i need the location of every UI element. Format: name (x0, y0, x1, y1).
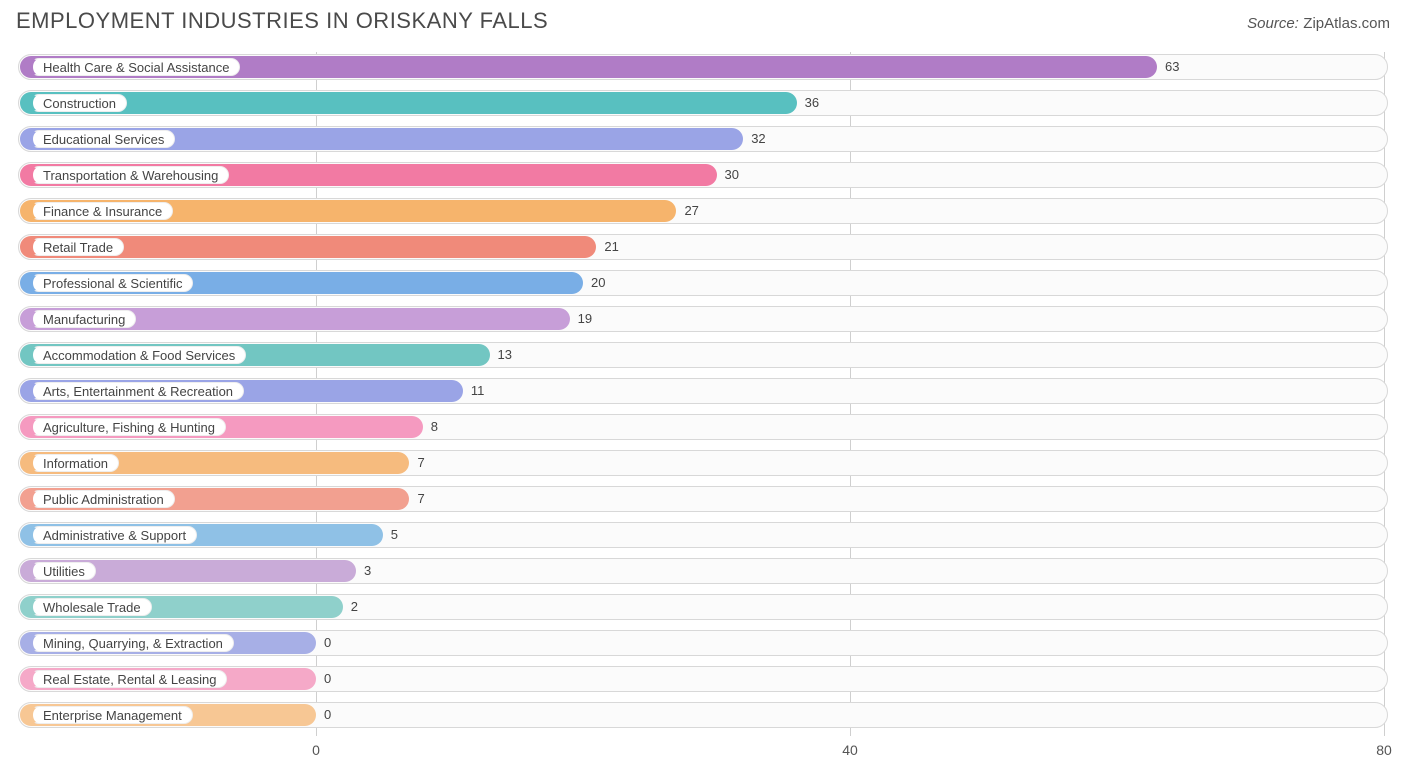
bar-value-label: 8 (431, 418, 438, 436)
bar-label-pill: Arts, Entertainment & Recreation (30, 382, 244, 400)
bar-label-pill: Agriculture, Fishing & Hunting (30, 418, 226, 436)
bar-value-label: 0 (324, 706, 331, 724)
bar-fill (20, 92, 797, 114)
bar-value-label: 21 (604, 238, 618, 256)
bar-row: Enterprise Management 0 (16, 700, 1390, 730)
bar-label-pill: Finance & Insurance (30, 202, 173, 220)
bar-label-pill: Mining, Quarrying, & Extraction (30, 634, 234, 652)
bar-row: Utilities 3 (16, 556, 1390, 586)
bar-value-label: 3 (364, 562, 371, 580)
bar-value-label: 32 (751, 130, 765, 148)
bar-row: Information 7 (16, 448, 1390, 478)
bar-row: Real Estate, Rental & Leasing 0 (16, 664, 1390, 694)
bar-value-label: 13 (498, 346, 512, 364)
bar-value-label: 36 (805, 94, 819, 112)
bar-label-pill: Utilities (30, 562, 96, 580)
bar-value-label: 0 (324, 670, 331, 688)
bar-label-pill: Administrative & Support (30, 526, 197, 544)
chart-source: Source: ZipAtlas.com (1247, 15, 1390, 33)
bar-value-label: 19 (578, 310, 592, 328)
bar-row: Accommodation & Food Services 13 (16, 340, 1390, 370)
bar-row: Wholesale Trade 2 (16, 592, 1390, 622)
bar-label-pill: Information (30, 454, 119, 472)
bar-label-pill: Professional & Scientific (30, 274, 193, 292)
bar-label-pill: Enterprise Management (30, 706, 193, 724)
chart-header: EMPLOYMENT INDUSTRIES IN ORISKANY FALLS … (16, 8, 1390, 34)
bar-value-label: 30 (725, 166, 739, 184)
bar-label-pill: Retail Trade (30, 238, 124, 256)
bar-value-label: 7 (417, 454, 424, 472)
bar-value-label: 5 (391, 526, 398, 544)
bar-row: Mining, Quarrying, & Extraction 0 (16, 628, 1390, 658)
bar-value-label: 2 (351, 598, 358, 616)
bar-value-label: 0 (324, 634, 331, 652)
bar-rows: Health Care & Social Assistance 63 Constru… (16, 52, 1390, 736)
chart-title: EMPLOYMENT INDUSTRIES IN ORISKANY FALLS (16, 8, 548, 34)
bar-value-label: 11 (471, 382, 485, 400)
bar-label-pill: Wholesale Trade (30, 598, 152, 616)
axis-tick: 80 (1376, 742, 1392, 758)
source-value: ZipAtlas.com (1303, 15, 1390, 32)
bar-value-label: 27 (684, 202, 698, 220)
source-label: Source: (1247, 15, 1299, 32)
bar-row: Retail Trade 21 (16, 232, 1390, 262)
x-axis: 0 40 80 (16, 742, 1390, 762)
bar-row: Manufacturing 19 (16, 304, 1390, 334)
bar-label-pill: Accommodation & Food Services (30, 346, 246, 364)
axis-tick: 40 (842, 742, 858, 758)
bar-row: Public Administration 7 (16, 484, 1390, 514)
bar-label-pill: Real Estate, Rental & Leasing (30, 670, 227, 688)
bar-row: Administrative & Support 5 (16, 520, 1390, 550)
bar-row: Professional & Scientific 20 (16, 268, 1390, 298)
bar-label-pill: Educational Services (30, 130, 175, 148)
bar-row: Transportation & Warehousing 30 (16, 160, 1390, 190)
axis-tick: 0 (312, 742, 320, 758)
bar-value-label: 20 (591, 274, 605, 292)
chart-area: Health Care & Social Assistance 63 Constru… (16, 52, 1390, 732)
bar-row: Health Care & Social Assistance 63 (16, 52, 1390, 82)
bar-label-pill: Construction (30, 94, 127, 112)
bar-label-pill: Transportation & Warehousing (30, 166, 229, 184)
bar-value-label: 7 (417, 490, 424, 508)
bar-label-pill: Public Administration (30, 490, 175, 508)
bar-row: Arts, Entertainment & Recreation 11 (16, 376, 1390, 406)
bar-row: Agriculture, Fishing & Hunting 8 (16, 412, 1390, 442)
bar-row: Educational Services 32 (16, 124, 1390, 154)
bar-value-label: 63 (1165, 58, 1179, 76)
bar-label-pill: Health Care & Social Assistance (30, 58, 240, 76)
bar-label-pill: Manufacturing (30, 310, 136, 328)
bar-row: Finance & Insurance 27 (16, 196, 1390, 226)
bar-row: Construction 36 (16, 88, 1390, 118)
